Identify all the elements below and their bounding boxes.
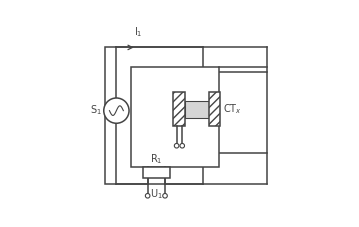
Text: U$_1$: U$_1$ (150, 186, 163, 200)
Circle shape (174, 144, 179, 148)
Circle shape (145, 194, 150, 198)
Bar (207, 73, 266, 153)
Text: S$_1$: S$_1$ (90, 103, 102, 116)
Bar (105, 48, 203, 185)
Circle shape (180, 144, 185, 148)
Circle shape (163, 194, 167, 198)
Bar (131, 67, 219, 167)
Text: I$_1$: I$_1$ (134, 25, 143, 39)
Bar (143, 167, 170, 178)
Text: R$_1$: R$_1$ (150, 152, 163, 165)
Bar (209, 93, 220, 127)
Bar (185, 101, 209, 119)
Bar (173, 93, 185, 127)
Circle shape (104, 99, 129, 124)
Text: CT$_x$: CT$_x$ (223, 101, 242, 115)
